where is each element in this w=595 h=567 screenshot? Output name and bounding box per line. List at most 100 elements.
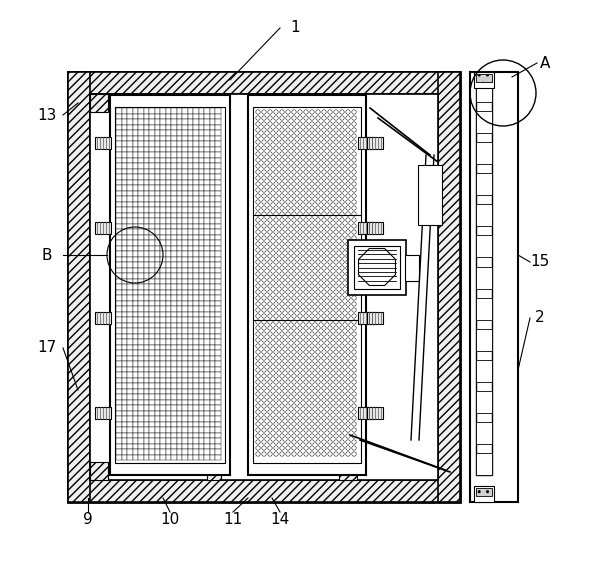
Bar (121, 400, 127, 405)
Bar (182, 394, 187, 400)
Bar (171, 295, 177, 301)
Bar (160, 262, 165, 268)
Bar (155, 455, 160, 460)
Bar (155, 180, 160, 185)
Bar (127, 251, 133, 256)
Bar (165, 328, 171, 333)
Bar (121, 301, 127, 306)
Bar (127, 290, 133, 295)
Bar (121, 168, 127, 174)
Bar (116, 180, 121, 185)
Bar (149, 136, 155, 141)
Bar (133, 278, 138, 284)
Bar (133, 427, 138, 433)
Bar (155, 361, 160, 366)
Bar (149, 108, 155, 113)
Bar (143, 262, 149, 268)
Bar (160, 113, 165, 119)
Bar (193, 378, 199, 383)
Bar (133, 180, 138, 185)
Bar (193, 251, 199, 256)
Bar (209, 191, 215, 196)
Bar (138, 125, 143, 130)
Bar (171, 119, 177, 125)
Bar (193, 438, 199, 443)
Bar (476, 298, 492, 320)
Bar (116, 295, 121, 301)
Bar (165, 268, 171, 273)
Bar (171, 339, 177, 345)
Bar (116, 400, 121, 405)
Bar (209, 333, 215, 339)
Bar (127, 268, 133, 273)
Bar (171, 361, 177, 366)
Bar (165, 301, 171, 306)
Bar (199, 411, 204, 416)
Bar (160, 240, 165, 246)
Bar (155, 108, 160, 113)
Bar (165, 174, 171, 180)
Bar (209, 278, 215, 284)
Bar (204, 301, 209, 306)
Bar (199, 130, 204, 136)
Bar (127, 256, 133, 262)
Bar (187, 207, 193, 213)
Bar (193, 333, 199, 339)
Bar (155, 438, 160, 443)
Bar (155, 388, 160, 394)
Bar (193, 125, 199, 130)
Bar (177, 163, 182, 168)
Bar (199, 333, 204, 339)
Bar (209, 113, 215, 119)
Bar (143, 229, 149, 235)
Bar (193, 278, 199, 284)
Bar (204, 246, 209, 251)
Bar (182, 427, 187, 433)
Bar (199, 191, 204, 196)
Bar (116, 251, 121, 256)
Bar (171, 108, 177, 113)
Bar (182, 168, 187, 174)
Bar (149, 251, 155, 256)
Bar (204, 240, 209, 246)
Bar (133, 213, 138, 218)
Bar (138, 394, 143, 400)
Bar (133, 113, 138, 119)
Bar (143, 191, 149, 196)
Bar (138, 201, 143, 207)
Bar (187, 196, 193, 201)
Bar (199, 235, 204, 240)
Bar (209, 383, 215, 388)
Bar (121, 290, 127, 295)
Bar (187, 400, 193, 405)
Bar (476, 80, 492, 475)
Bar (149, 416, 155, 421)
Bar (193, 366, 199, 372)
Bar (133, 301, 138, 306)
Bar (165, 130, 171, 136)
Bar (215, 350, 221, 356)
Bar (171, 191, 177, 196)
Bar (155, 168, 160, 174)
Bar (155, 163, 160, 168)
Bar (177, 218, 182, 223)
Bar (138, 191, 143, 196)
Bar (127, 438, 133, 443)
Bar (160, 421, 165, 427)
Bar (143, 378, 149, 383)
Bar (209, 141, 215, 146)
Bar (177, 185, 182, 191)
Bar (199, 229, 204, 235)
Bar (116, 273, 121, 278)
Bar (127, 323, 133, 328)
Bar (155, 213, 160, 218)
Bar (160, 223, 165, 229)
Bar (110, 95, 230, 475)
Bar (149, 405, 155, 411)
Bar (155, 240, 160, 246)
Bar (165, 433, 171, 438)
Bar (215, 311, 221, 317)
Bar (121, 333, 127, 339)
Bar (121, 438, 127, 443)
Bar (171, 235, 177, 240)
